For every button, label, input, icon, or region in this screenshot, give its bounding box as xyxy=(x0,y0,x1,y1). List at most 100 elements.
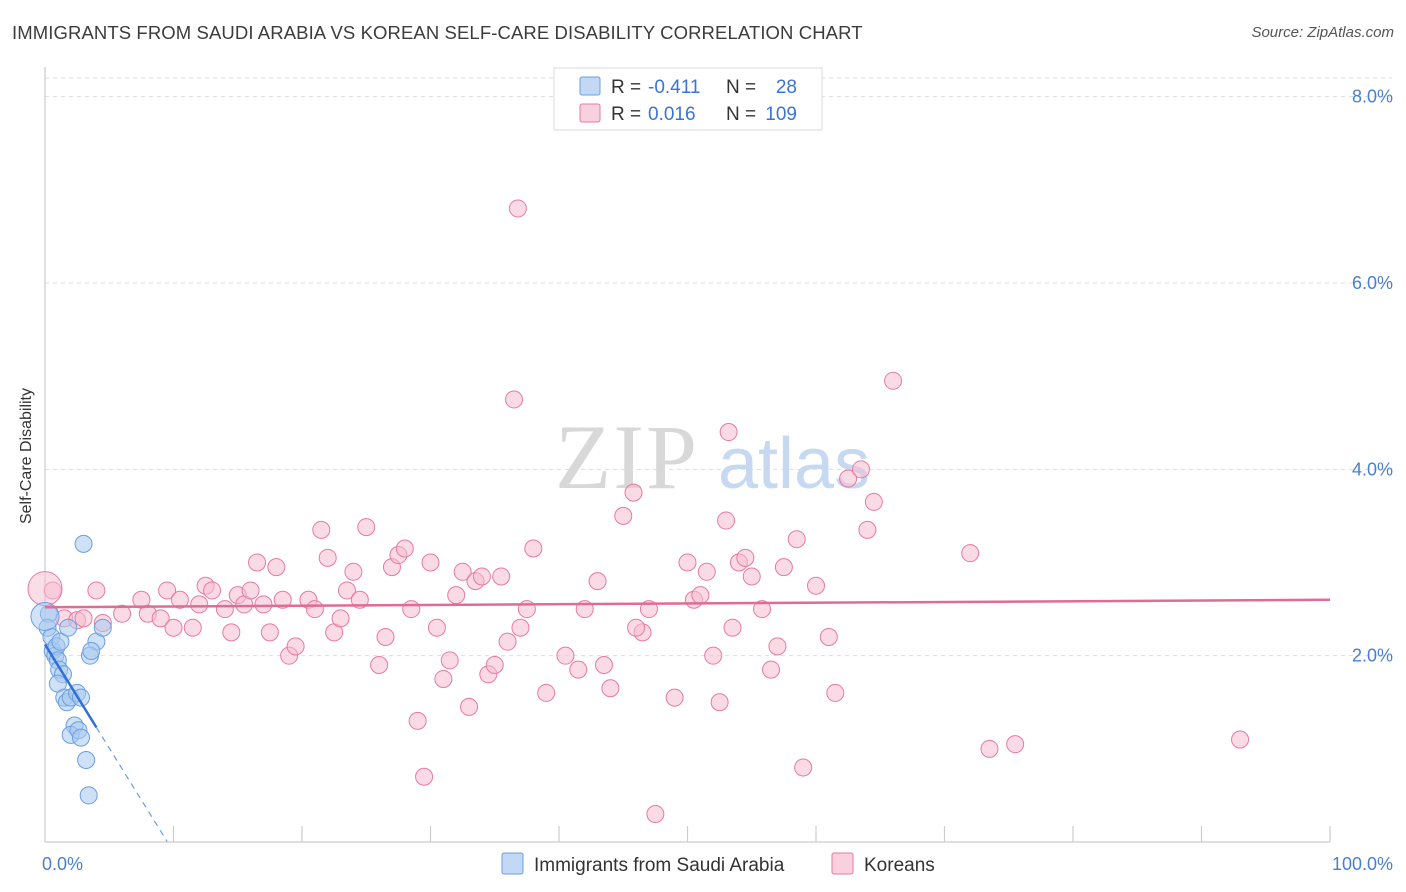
korean-point-large xyxy=(27,571,63,607)
korean-point xyxy=(511,618,530,637)
stats-n-value: 109 xyxy=(765,104,797,125)
korean-point xyxy=(472,567,491,586)
source-credit: Source: ZipAtlas.com xyxy=(1251,24,1394,41)
x-tick-label-max: 100.0% xyxy=(1332,854,1393,874)
korean-point xyxy=(427,618,446,637)
korean-point xyxy=(215,600,234,619)
korean-point xyxy=(331,609,350,628)
korean-point xyxy=(601,679,620,698)
korean-point xyxy=(858,520,877,539)
korean-point xyxy=(691,586,710,605)
korean-point xyxy=(794,758,813,777)
korean-point xyxy=(753,600,772,619)
saudi-point-large xyxy=(30,602,60,632)
trend-layer xyxy=(43,598,1331,842)
korean-point xyxy=(434,669,453,688)
korean-point xyxy=(646,805,665,824)
saudi-trend-extension xyxy=(95,727,168,842)
korean-point xyxy=(537,683,556,702)
korean-point xyxy=(505,390,524,409)
korean-point xyxy=(357,518,376,537)
korean-point xyxy=(337,581,356,600)
korean-point xyxy=(312,520,331,539)
korean-point xyxy=(440,651,459,670)
korean-point xyxy=(151,609,170,628)
korean-point xyxy=(222,623,241,642)
korean-point xyxy=(704,646,723,665)
korean-point xyxy=(1231,730,1250,749)
korean-point xyxy=(344,562,363,581)
korean-point xyxy=(113,604,132,623)
korean-point xyxy=(286,637,305,656)
korean-point xyxy=(736,548,755,567)
korean-point xyxy=(350,590,369,609)
saudi-point xyxy=(93,618,112,637)
korean-point xyxy=(498,632,517,651)
korean-point xyxy=(447,586,466,605)
korean-point xyxy=(762,660,781,679)
points-layer xyxy=(27,199,1250,824)
korean-point xyxy=(678,553,697,572)
legend-swatch-korean xyxy=(831,852,854,875)
korean-point xyxy=(517,600,536,619)
watermark: ZIP atlas xyxy=(555,406,870,508)
korean-point xyxy=(203,581,222,600)
korean-point xyxy=(370,655,389,674)
korean-point xyxy=(768,637,787,656)
korean-point xyxy=(742,567,761,586)
korean-point xyxy=(241,581,260,600)
saudi-point xyxy=(71,728,90,747)
korean-point xyxy=(170,590,189,609)
x-tick-label-min: 0.0% xyxy=(42,854,83,874)
korean-point xyxy=(460,697,479,716)
stats-swatch xyxy=(579,103,601,123)
stats-n-label: N = xyxy=(726,77,756,98)
korean-point xyxy=(508,199,527,218)
korean-point xyxy=(395,539,414,558)
watermark-atlas: atlas xyxy=(718,424,870,504)
korean-point xyxy=(569,660,588,679)
korean-point xyxy=(819,628,838,647)
korean-point xyxy=(807,576,825,595)
korean-point xyxy=(665,688,684,707)
korean-point xyxy=(961,544,980,563)
grid-layer xyxy=(45,77,1392,657)
stats-legend: R = -0.411 N = 28 R = 0.016 N = 109 xyxy=(553,67,823,131)
y-tick-label: 8.0% xyxy=(1352,87,1393,107)
saudi-point xyxy=(74,534,93,553)
korean-point xyxy=(183,618,202,637)
korean-point xyxy=(254,595,273,614)
korean-point xyxy=(248,553,267,572)
korean-point xyxy=(415,767,434,786)
saudi-point xyxy=(51,632,70,651)
korean-point xyxy=(485,655,504,674)
korean-point xyxy=(839,469,858,488)
korean-point xyxy=(980,739,999,758)
korean-point xyxy=(774,558,793,577)
korean-point xyxy=(588,572,607,591)
korean-point xyxy=(305,600,324,619)
korean-point xyxy=(787,530,806,549)
korean-point xyxy=(723,618,742,637)
saudi-point xyxy=(77,751,96,770)
korean-point xyxy=(267,558,286,577)
korean-point xyxy=(260,623,279,642)
korean-point xyxy=(376,628,395,647)
korean-point xyxy=(864,492,883,511)
korean-point xyxy=(851,460,870,479)
stats-r-label: R = xyxy=(611,77,641,98)
korean-point xyxy=(710,693,729,712)
korean-point xyxy=(884,371,903,390)
korean-point xyxy=(556,646,575,665)
korean-point xyxy=(717,511,736,530)
legend-label-korean: Koreans xyxy=(864,855,935,876)
korean-point xyxy=(826,683,845,702)
y-tick-label: 2.0% xyxy=(1352,646,1393,666)
korean-point xyxy=(594,655,613,674)
korean-point xyxy=(719,423,738,442)
bottom-legend: Immigrants from Saudi Arabia Koreans xyxy=(501,852,935,876)
korean-point xyxy=(627,618,646,637)
korean-trend-line xyxy=(44,598,1331,609)
korean-point xyxy=(697,562,716,581)
